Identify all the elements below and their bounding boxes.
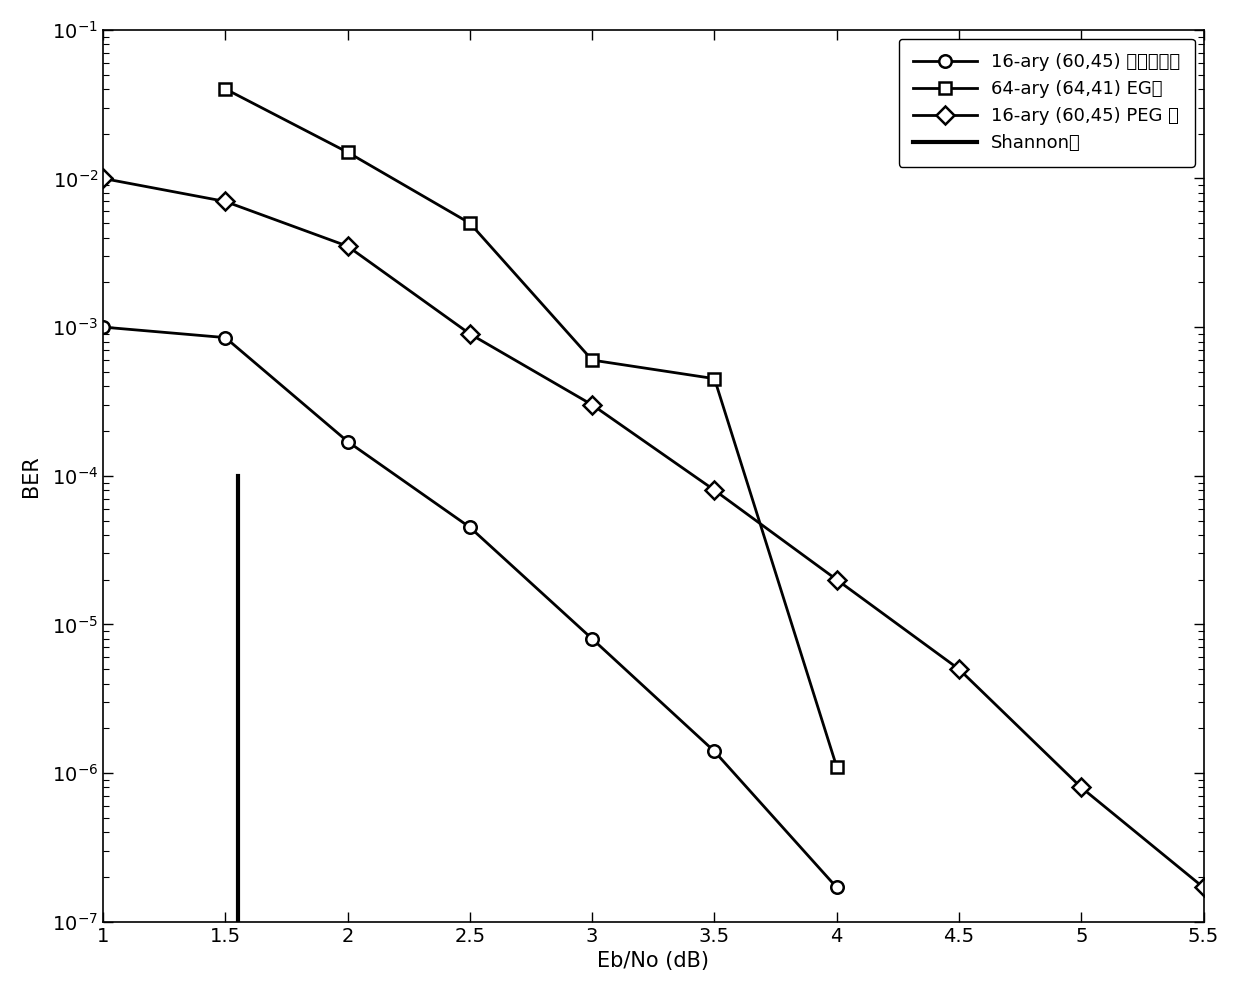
16-ary (60,45) PEG 码 <box>95 173 110 185</box>
Legend: 16-ary (60,45) 割圆陋集码, 64-ary (64,41) EG码, 16-ary (60,45) PEG 码, Shannon限: 16-ary (60,45) 割圆陋集码, 64-ary (64,41) EG码… <box>899 39 1194 167</box>
16-ary (60,45) PEG 码 <box>340 240 355 252</box>
Line: 16-ary (60,45) 割圆陋集码: 16-ary (60,45) 割圆陋集码 <box>97 320 843 894</box>
16-ary (60,45) PEG 码 <box>585 399 600 411</box>
Line: 64-ary (64,41) EG码: 64-ary (64,41) EG码 <box>219 82 843 773</box>
16-ary (60,45) 割圆陋集码 <box>340 435 355 447</box>
Line: 16-ary (60,45) PEG 码: 16-ary (60,45) PEG 码 <box>97 173 1210 894</box>
16-ary (60,45) PEG 码 <box>707 484 722 496</box>
64-ary (64,41) EG码 <box>707 373 722 385</box>
16-ary (60,45) 割圆陋集码 <box>585 633 600 645</box>
16-ary (60,45) PEG 码 <box>463 328 477 340</box>
64-ary (64,41) EG码 <box>218 83 233 95</box>
X-axis label: Eb/No (dB): Eb/No (dB) <box>598 951 709 971</box>
Shannon限 <box>231 916 246 928</box>
16-ary (60,45) PEG 码 <box>951 664 966 676</box>
Shannon限 <box>231 470 246 482</box>
16-ary (60,45) 割圆陋集码 <box>463 522 477 534</box>
16-ary (60,45) 割圆陋集码 <box>218 331 233 343</box>
16-ary (60,45) PEG 码 <box>218 195 233 207</box>
64-ary (64,41) EG码 <box>340 146 355 158</box>
16-ary (60,45) PEG 码 <box>1197 882 1211 894</box>
64-ary (64,41) EG码 <box>585 354 600 366</box>
16-ary (60,45) 割圆陋集码 <box>95 321 110 333</box>
16-ary (60,45) 割圆陋集码 <box>830 882 844 894</box>
16-ary (60,45) 割圆陋集码 <box>707 745 722 757</box>
16-ary (60,45) PEG 码 <box>1074 782 1089 794</box>
Y-axis label: BER: BER <box>21 455 41 497</box>
64-ary (64,41) EG码 <box>463 217 477 229</box>
16-ary (60,45) PEG 码 <box>830 573 844 585</box>
64-ary (64,41) EG码 <box>830 761 844 773</box>
